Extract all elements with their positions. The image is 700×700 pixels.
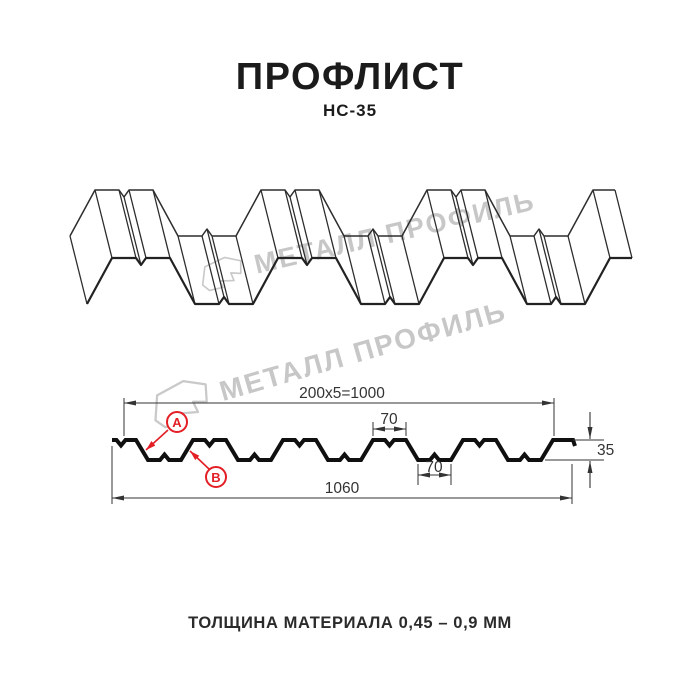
dimension-total-length-top: 200x5=1000 xyxy=(123,385,555,436)
thickness-note: ТОЛЩИНА МАТЕРИАЛА 0,45 – 0,9 ММ xyxy=(188,614,512,632)
rib-edge-line xyxy=(123,196,142,266)
rib-edge-line xyxy=(401,235,420,305)
rib-edge-line xyxy=(484,189,503,259)
rib-edge-line xyxy=(294,189,313,259)
front-profile-edge xyxy=(86,256,632,306)
rib-edge-line xyxy=(450,189,469,259)
rib-edge-line xyxy=(367,235,386,305)
rib-edge-line xyxy=(235,235,254,305)
rib-edge-line xyxy=(509,235,528,305)
rib-edge-line xyxy=(206,228,225,298)
dimension-overall-width-bottom: 1060 xyxy=(111,446,573,504)
rib-edge-line xyxy=(455,196,474,266)
rib-edge-line xyxy=(372,228,391,298)
callout-a: A xyxy=(145,411,188,451)
rib-edge-line xyxy=(118,189,137,259)
dim-height-label: 35 xyxy=(597,442,614,459)
rib-edge-line xyxy=(211,235,230,305)
rib-edge-line xyxy=(69,235,88,305)
profile-cross-section xyxy=(112,438,577,462)
dim-crest-label: 70 xyxy=(380,411,398,428)
rib-edge-line xyxy=(343,235,362,305)
dim-top-label: 200x5=1000 xyxy=(299,385,385,402)
rib-edge-line xyxy=(260,189,279,259)
rib-edge-line xyxy=(284,189,303,259)
rib-edge-line xyxy=(533,235,552,305)
rib-edge-line xyxy=(94,189,113,259)
callout-a-circle xyxy=(166,411,188,433)
rib-edge-line xyxy=(460,189,479,259)
section-profile-line xyxy=(112,438,577,462)
callout-b-label: B xyxy=(211,470,220,485)
rib-edge-line xyxy=(538,228,557,298)
dimension-valley-width: 70 xyxy=(417,459,452,485)
rib-edge-line xyxy=(152,189,171,259)
rib-edge-line xyxy=(377,235,396,305)
rib-edge-line xyxy=(592,189,611,259)
rib-edge-line xyxy=(426,189,445,259)
rib-edge-line xyxy=(567,235,586,305)
dimension-crest-width: 70 xyxy=(372,411,407,436)
rib-edge-line xyxy=(289,196,308,266)
page-title: ПРОФЛИСТ xyxy=(235,56,465,98)
rib-edge-line xyxy=(543,235,562,305)
rib-edge-line xyxy=(201,235,220,305)
profile-model: НС-35 xyxy=(322,101,378,120)
dim-total-label: 1060 xyxy=(325,480,360,497)
profile-3d-view xyxy=(69,189,633,306)
callout-b-circle xyxy=(205,466,227,488)
rib-edge-line xyxy=(177,235,196,305)
callout-a-label: A xyxy=(172,415,182,430)
dimension-height: 35 xyxy=(545,412,614,488)
dim-valley-label: 70 xyxy=(425,459,443,476)
rib-edge-line xyxy=(318,189,337,259)
rib-edge-line xyxy=(128,189,147,259)
callout-b: B xyxy=(189,450,227,488)
rib-edge-line xyxy=(614,189,633,259)
back-profile-edge xyxy=(69,189,615,237)
